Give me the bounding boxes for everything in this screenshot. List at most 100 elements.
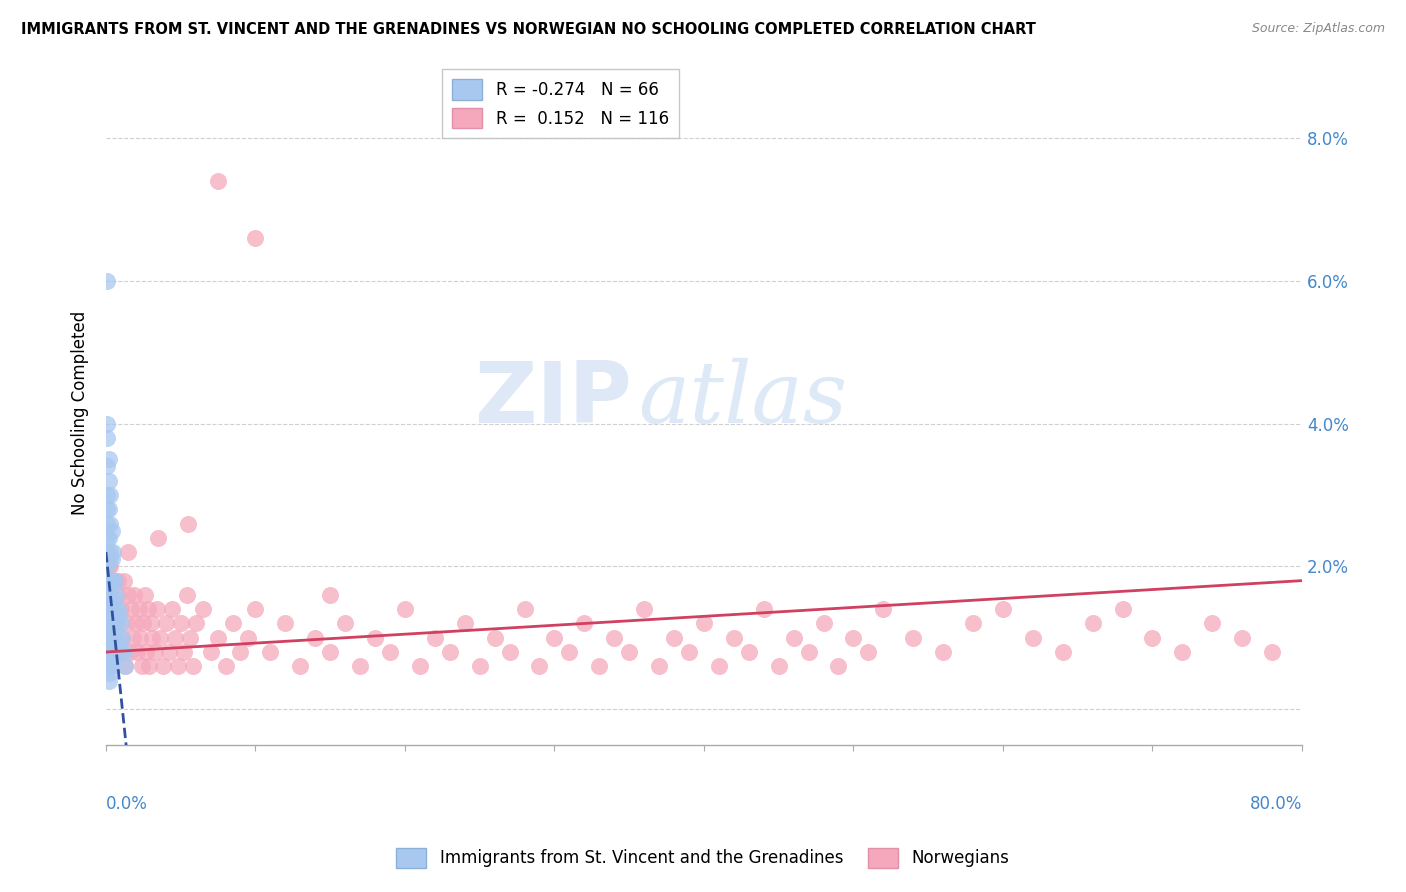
Point bbox=[101, 609, 124, 624]
Point bbox=[513, 602, 536, 616]
Point bbox=[96, 545, 118, 559]
Point bbox=[662, 631, 685, 645]
Point bbox=[163, 631, 186, 645]
Point bbox=[101, 552, 124, 566]
Point bbox=[1261, 645, 1284, 659]
Point bbox=[222, 616, 245, 631]
Point bbox=[125, 616, 148, 631]
Point bbox=[1111, 602, 1133, 616]
Point bbox=[108, 638, 131, 652]
Legend: R = -0.274   N = 66, R =  0.152   N = 116: R = -0.274 N = 66, R = 0.152 N = 116 bbox=[441, 70, 679, 138]
Point bbox=[349, 659, 371, 673]
Point bbox=[214, 659, 236, 673]
Point bbox=[588, 659, 610, 673]
Point bbox=[96, 531, 118, 545]
Text: 80.0%: 80.0% bbox=[1250, 795, 1302, 813]
Point bbox=[101, 652, 124, 666]
Point bbox=[1081, 616, 1104, 631]
Point bbox=[364, 631, 387, 645]
Point bbox=[103, 545, 125, 559]
Point bbox=[111, 631, 134, 645]
Point bbox=[648, 659, 671, 673]
Point bbox=[100, 559, 122, 574]
Point bbox=[991, 602, 1014, 616]
Point bbox=[101, 638, 124, 652]
Point bbox=[633, 602, 655, 616]
Point bbox=[738, 645, 761, 659]
Point bbox=[207, 631, 229, 645]
Point bbox=[112, 645, 135, 659]
Point bbox=[100, 588, 122, 602]
Point bbox=[797, 645, 820, 659]
Point bbox=[498, 645, 520, 659]
Y-axis label: No Schooling Completed: No Schooling Completed bbox=[72, 310, 89, 515]
Point bbox=[104, 574, 127, 588]
Point bbox=[135, 645, 157, 659]
Point bbox=[101, 624, 124, 638]
Point bbox=[97, 552, 120, 566]
Point bbox=[128, 602, 150, 616]
Point bbox=[97, 631, 120, 645]
Point bbox=[1022, 631, 1045, 645]
Point bbox=[574, 616, 596, 631]
Point bbox=[259, 645, 281, 659]
Point bbox=[103, 638, 125, 652]
Point bbox=[148, 531, 170, 545]
Point bbox=[903, 631, 925, 645]
Point bbox=[104, 624, 127, 638]
Point bbox=[813, 616, 835, 631]
Text: atlas: atlas bbox=[638, 359, 848, 441]
Point bbox=[100, 516, 122, 531]
Point bbox=[484, 631, 506, 645]
Point bbox=[103, 616, 125, 631]
Point bbox=[96, 417, 118, 431]
Text: 0.0%: 0.0% bbox=[105, 795, 148, 813]
Point bbox=[603, 631, 626, 645]
Point bbox=[112, 574, 135, 588]
Point bbox=[145, 602, 167, 616]
Point bbox=[723, 631, 745, 645]
Point bbox=[100, 574, 122, 588]
Point bbox=[101, 574, 124, 588]
Point bbox=[97, 574, 120, 588]
Point bbox=[439, 645, 461, 659]
Point bbox=[752, 602, 775, 616]
Point bbox=[558, 645, 581, 659]
Point bbox=[121, 631, 143, 645]
Point bbox=[108, 645, 131, 659]
Point bbox=[141, 631, 163, 645]
Point bbox=[97, 474, 120, 488]
Point bbox=[100, 631, 122, 645]
Point bbox=[120, 602, 142, 616]
Point bbox=[105, 638, 128, 652]
Point bbox=[157, 645, 180, 659]
Point bbox=[107, 574, 129, 588]
Point bbox=[155, 616, 177, 631]
Point bbox=[96, 431, 118, 445]
Point bbox=[110, 645, 132, 659]
Point bbox=[96, 274, 118, 288]
Point bbox=[97, 502, 120, 516]
Point bbox=[1201, 616, 1223, 631]
Point bbox=[96, 574, 118, 588]
Point bbox=[693, 616, 716, 631]
Point bbox=[117, 545, 139, 559]
Point bbox=[394, 602, 416, 616]
Point bbox=[111, 631, 134, 645]
Point bbox=[858, 645, 880, 659]
Point bbox=[97, 645, 120, 659]
Point bbox=[454, 616, 477, 631]
Point bbox=[105, 588, 128, 602]
Point bbox=[101, 595, 124, 609]
Point bbox=[707, 659, 730, 673]
Point bbox=[149, 631, 172, 645]
Point bbox=[101, 659, 124, 673]
Point bbox=[97, 559, 120, 574]
Legend: Immigrants from St. Vincent and the Grenadines, Norwegians: Immigrants from St. Vincent and the Gren… bbox=[389, 841, 1017, 875]
Point bbox=[304, 631, 326, 645]
Text: Source: ZipAtlas.com: Source: ZipAtlas.com bbox=[1251, 22, 1385, 36]
Point bbox=[333, 616, 356, 631]
Point bbox=[100, 652, 122, 666]
Point bbox=[932, 645, 955, 659]
Point bbox=[96, 459, 118, 474]
